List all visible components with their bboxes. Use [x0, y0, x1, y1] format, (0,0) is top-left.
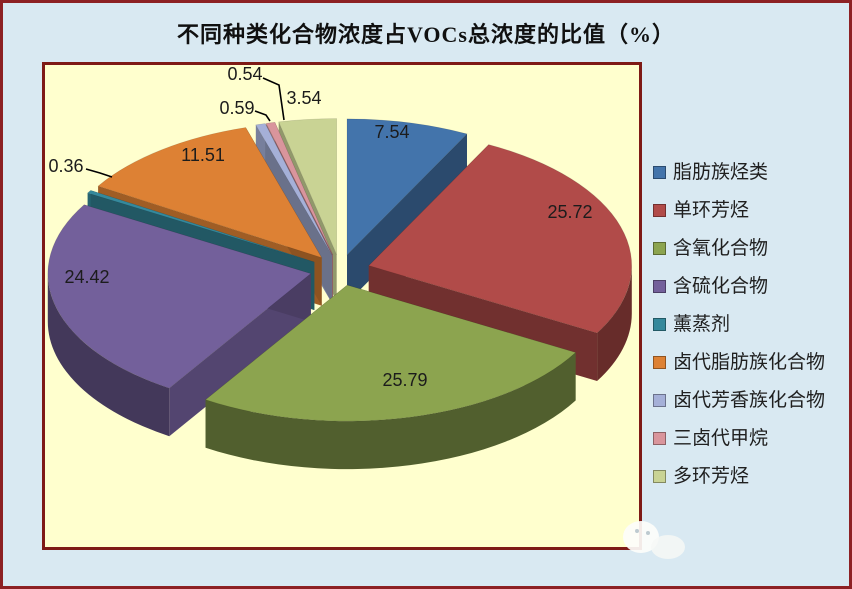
legend-swatch [653, 469, 666, 483]
pie-slice-top [368, 144, 632, 334]
legend-item: 含氧化合物 [653, 229, 849, 267]
slice-value-label: 3.54 [286, 88, 321, 108]
legend-item: 薰蒸剂 [653, 305, 849, 343]
legend-item-label: 脂肪族烃类 [673, 161, 769, 183]
pie-slice-top [97, 127, 323, 259]
legend-item: 三卤代甲烷 [653, 419, 849, 457]
pie-slice-outer-wall [597, 265, 632, 381]
slice-value-label: 0.59 [219, 98, 254, 118]
legend-item-label: 薰蒸剂 [673, 313, 731, 335]
legend-item-label: 卤代芳香族化合物 [673, 389, 826, 411]
pie-slice-top [278, 118, 337, 255]
slice-value-label: 25.79 [382, 370, 427, 390]
legend-item: 单环芳烃 [653, 191, 849, 229]
legend-swatch [653, 279, 666, 293]
pie-slice-top [255, 123, 333, 256]
pie-slice-top [346, 118, 468, 256]
label-leader-line [85, 168, 113, 178]
legend-swatch [653, 431, 666, 445]
slice-value-label: 7.54 [374, 122, 409, 142]
pie-slice-side-face [169, 273, 311, 437]
legend-item: 含硫化合物 [653, 267, 849, 305]
chart-title: 不同种类化合物浓度占VOCs总浓度的比值（%） [176, 22, 675, 47]
legend-item: 多环芳烃 [653, 457, 849, 495]
slice-value-label: 0.36 [48, 156, 83, 176]
plot-area: 7.54 25.72 25.79 24.42 0.36 11.51 0.59 0.54 3.54 [42, 62, 642, 550]
slice-value-label: 24.42 [64, 267, 109, 287]
slice-value-label: 0.54 [227, 65, 262, 84]
legend-item: 卤代脂肪族化合物 [653, 343, 849, 381]
legend-item-label: 含硫化合物 [673, 275, 769, 297]
pie-slice-outer-wall [47, 273, 170, 437]
legend-item-label: 卤代脂肪族化合物 [673, 351, 826, 373]
slice-value-label: 11.51 [181, 145, 225, 165]
slice-value-label: 25.72 [547, 202, 592, 222]
pie-slice-top [47, 204, 312, 389]
legend-swatch [653, 203, 666, 217]
watermark-dot [646, 531, 650, 535]
legend-item-label: 单环芳烃 [673, 199, 750, 221]
pie-slice-outer-wall [205, 352, 576, 470]
watermark-blob [651, 535, 685, 559]
pie-slice-top [265, 121, 334, 256]
pie-slice-top [86, 190, 315, 263]
legend-item-label: 三卤代甲烷 [673, 427, 769, 449]
pie-slice-top [204, 284, 577, 422]
legend-swatch [653, 165, 666, 179]
legend-swatch [653, 393, 666, 407]
legend-swatch [653, 317, 666, 331]
legend: 脂肪族烃类单环芳烃含氧化合物含硫化合物薰蒸剂卤代脂肪族化合物 卤代芳香族化合物 三卤… [653, 153, 849, 495]
label-leader-line [254, 110, 271, 122]
legend-item: 卤代芳香族化合物 [653, 381, 849, 419]
legend-swatch [653, 355, 666, 369]
legend-item: 脂肪族烃类 [653, 153, 849, 191]
legend-swatch [653, 241, 666, 255]
label-leader-line [262, 77, 285, 121]
legend-item-label: 含氧化合物 [673, 237, 769, 259]
pie-chart: 7.54 25.72 25.79 24.42 0.36 11.51 0.59 0.54 3.54 [47, 65, 632, 470]
legend-item-label: 多环芳烃 [673, 465, 750, 487]
